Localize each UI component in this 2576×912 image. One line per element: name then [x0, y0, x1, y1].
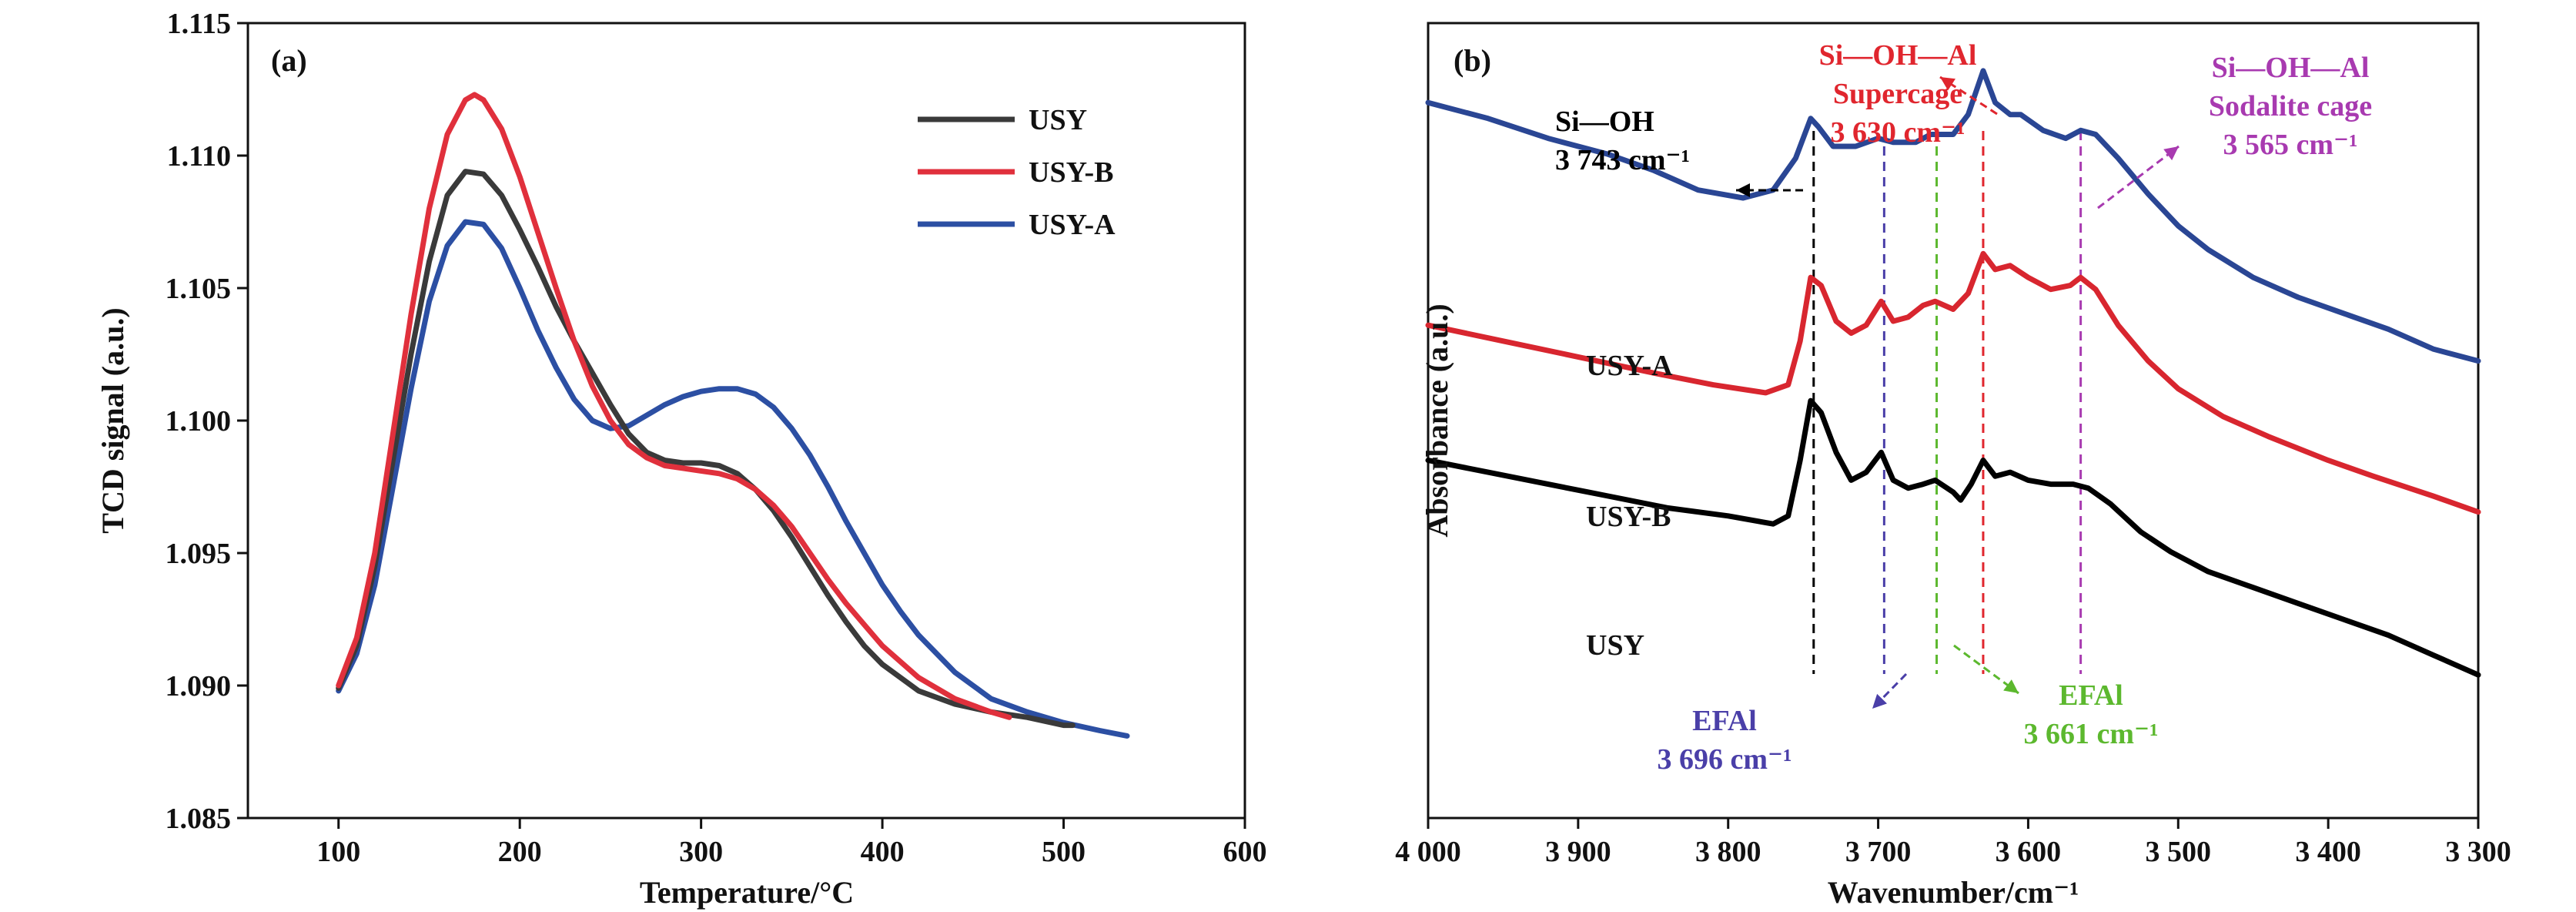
panel-b: 4 000 3 900 3 800 3 700 3 600 3 500 3 400 3 300… [1395, 22, 2511, 910]
panel-a-x-tick-label: 600 [1223, 836, 1267, 868]
panel-b-annotation-text: 3 661 cm⁻¹ [2024, 718, 2159, 750]
panel-a-y-ticks: 1.085 1.090 1.095 1.100 1.105 1.110 1.115 [166, 8, 248, 835]
panel-b-x-tick-label: 4 000 [1395, 836, 1461, 868]
panel-a-series-usy-a [336, 219, 1130, 739]
panel-a-y-tick-label: 1.115 [167, 8, 231, 40]
panel-b-annotations: Si—OH 3 743 cm⁻¹ Si—OH—Al Supercage 3 630 cm… [1555, 39, 2372, 776]
panel-a-y-tick-label: 1.100 [166, 405, 232, 438]
panel-b-annotation-text: EFAl [2059, 679, 2123, 712]
panel-b-label: (b) [1454, 43, 1491, 78]
panel-a-y-tick-label: 1.085 [166, 803, 232, 835]
panel-b-annotation-arrow [2097, 145, 2180, 210]
panel-a-x-tick-label: 400 [861, 836, 905, 868]
panel-b-annotation-arrowhead [1872, 693, 1888, 709]
panel-b-annotation-text: Si—OH—Al [1819, 39, 1977, 72]
panel-b-x-ticks: 4 000 3 900 3 800 3 700 3 600 3 500 3 400 3 300 [1395, 818, 2511, 868]
panel-b-frame [1427, 22, 2480, 820]
panel-a-x-ticks: 100 200 300 400 500 600 [316, 818, 1267, 868]
panel-a: 1.085 1.090 1.095 1.100 1.105 1.110 1.115 100 2… [95, 8, 1267, 910]
panel-a-x-tick-label: 100 [316, 836, 360, 868]
panel-b-x-tick-label: 3 800 [1695, 836, 1761, 868]
panel-a-x-tick-label: 500 [1042, 836, 1086, 868]
panel-a-legend: USY USY-B USY-A [918, 104, 1116, 241]
panel-b-annotation-arrowhead [1940, 77, 1955, 91]
panel-b-x-tick-label: 3 700 [1845, 836, 1912, 868]
panel-b-curve-label: USY-A [1586, 350, 1673, 382]
panel-b-annotation-text: Supercage [1833, 78, 1962, 110]
panel-a-xlabel: Temperature/°C [640, 875, 854, 910]
panel-b-annotation-arrowhead [1736, 183, 1750, 197]
panel-b-annotation-text: 3 743 cm⁻¹ [1555, 144, 1690, 176]
panel-b-marker-lines [1812, 131, 2083, 674]
panel-b-xlabel: Wavenumber/cm⁻¹ [1828, 875, 2079, 910]
panel-b-x-tick-label: 3 400 [2295, 836, 2361, 868]
panel-b-annotation-text: 3 696 cm⁻¹ [1658, 743, 1792, 776]
panel-b-annotation-text: Sodalite cage [2209, 90, 2372, 122]
panel-a-ylabel: TCD signal (a.u.) [95, 307, 130, 533]
panel-a-x-tick-label: 200 [498, 836, 542, 868]
panel-b-x-tick-label: 3 500 [2146, 836, 2212, 868]
panel-b-curve-label: USY-B [1586, 501, 1671, 533]
panel-a-label: (a) [271, 43, 307, 78]
panel-a-legend-label: USY [1029, 104, 1087, 136]
panel-b-ylabel: Absorbance (a.u.) [1420, 303, 1454, 537]
panel-b-annotation-text: Si—OH [1555, 106, 1654, 138]
panel-a-series-usy-b [336, 92, 1012, 720]
panel-b-series-usy-a [1425, 68, 2481, 364]
panel-a-y-tick-label: 1.105 [166, 273, 232, 305]
panel-b-series-usy-b [1425, 250, 2481, 515]
panel-b-annotation-arrowhead [2163, 146, 2179, 161]
panel-a-y-tick-label: 1.095 [166, 538, 232, 570]
panel-b-x-tick-label: 3 900 [1545, 836, 1611, 868]
panel-b-annotation-text: 3 565 cm⁻¹ [2223, 129, 2358, 161]
panel-b-annotation-text: 3 630 cm⁻¹ [1831, 116, 1965, 149]
panel-a-x-tick-label: 300 [679, 836, 723, 868]
panel-a-legend-label: USY-A [1029, 209, 1116, 241]
panel-a-series-usy [336, 169, 1076, 729]
panel-b-annotation-text: Si—OH—Al [2212, 52, 2370, 84]
panel-b-curve-label: USY [1586, 629, 1644, 662]
panel-b-series-usy [1425, 397, 2481, 678]
panel-b-x-tick-label: 3 600 [1996, 836, 2062, 868]
panel-a-y-tick-label: 1.090 [166, 670, 232, 702]
panel-a-series [336, 92, 1130, 739]
panel-b-annotation-text: EFAl [1692, 705, 1757, 737]
panel-a-legend-label: USY-B [1029, 156, 1114, 189]
panel-a-y-tick-label: 1.110 [167, 140, 231, 173]
panel-b-annotation-arrowhead [2003, 679, 2019, 693]
panel-b-series: USY-A USY-B USY [1425, 68, 2481, 678]
panel-b-x-tick-label: 3 300 [2445, 836, 2511, 868]
